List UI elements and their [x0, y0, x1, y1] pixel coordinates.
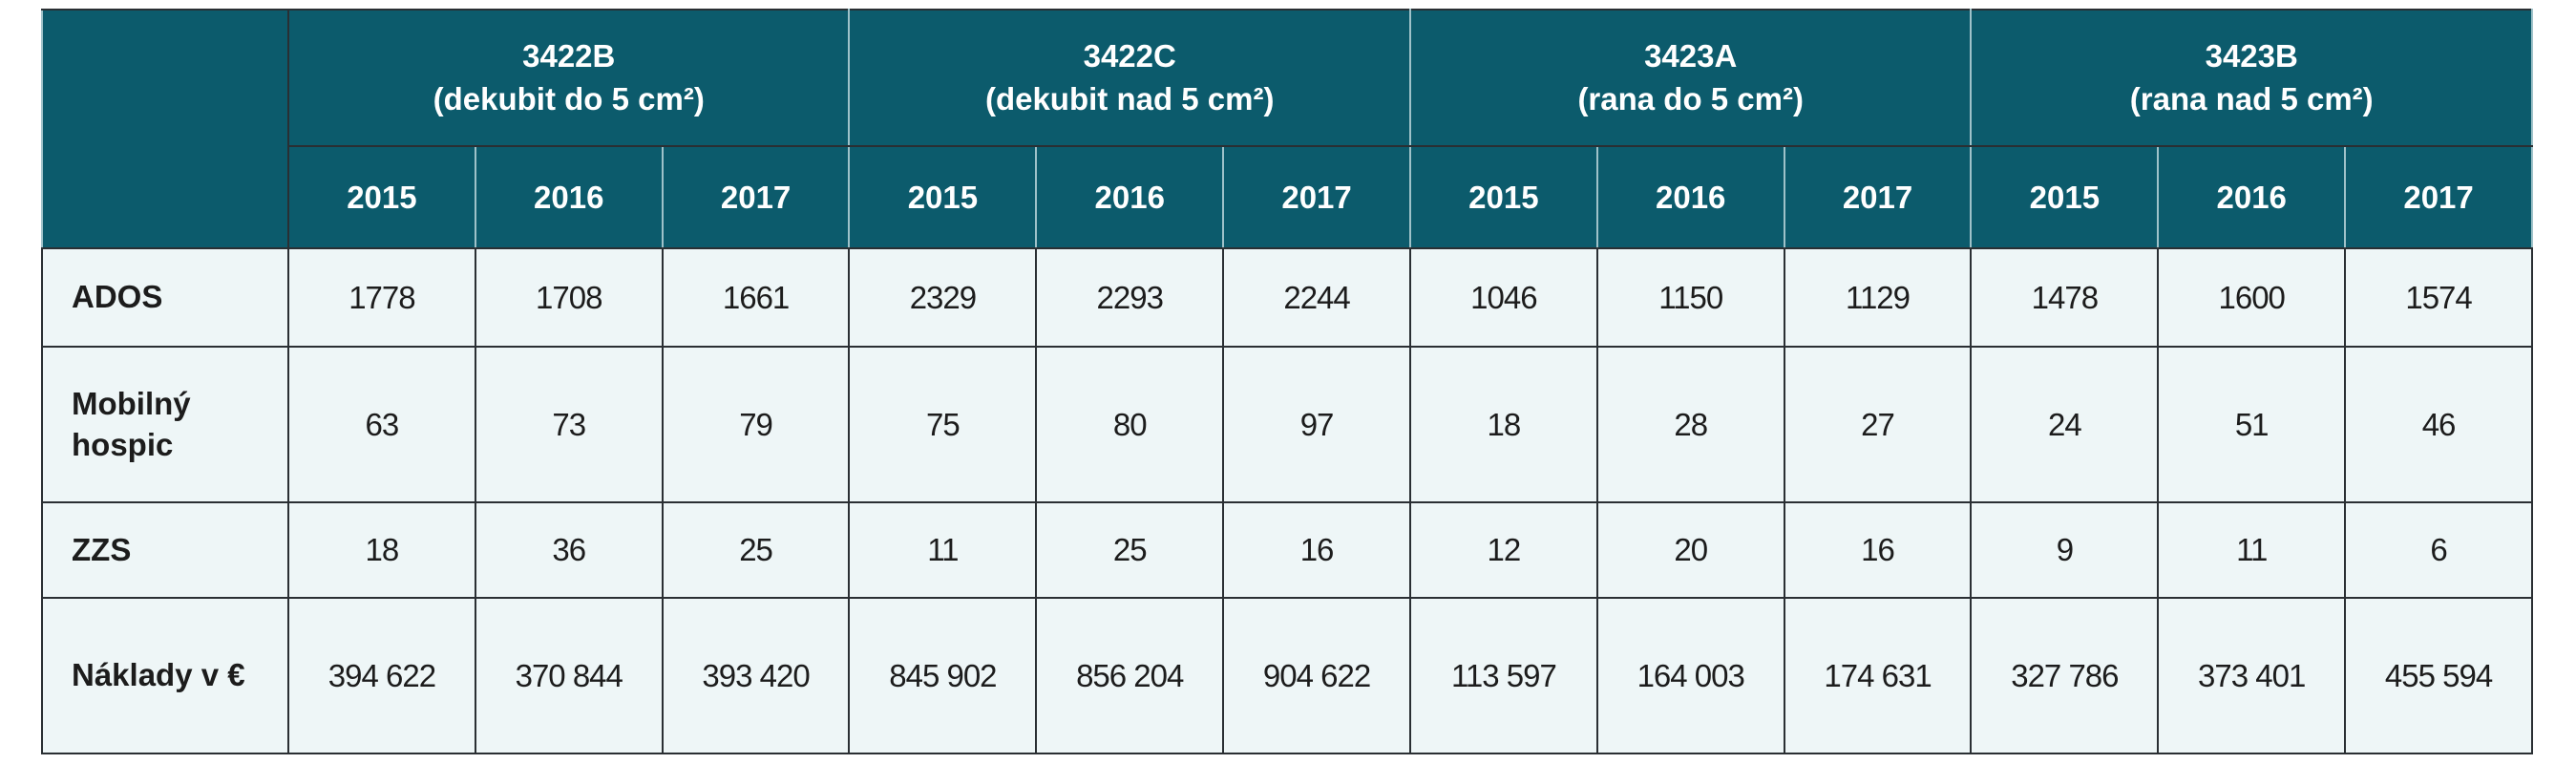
- group-code: 3422B: [522, 37, 616, 74]
- cell: 18: [1408, 346, 1598, 503]
- year-row: 2015 2016 2017 2015 2016 2017 2015 2016 2017 2015…: [42, 145, 2533, 249]
- cell: 11: [848, 501, 1038, 599]
- cell: 20: [1595, 501, 1785, 599]
- cell: 97: [1222, 346, 1411, 503]
- cell: 2329: [848, 247, 1038, 348]
- data-row: Mobilný hospic 63 73 79 75 80 97 18 28 27 24 51 46: [41, 346, 2533, 503]
- row-label: Náklady v €: [41, 597, 289, 754]
- cell: 174 631: [1783, 597, 1973, 754]
- cell: 1129: [1783, 247, 1973, 348]
- year-header: 2017: [661, 145, 851, 249]
- cell: 455 594: [2344, 597, 2533, 754]
- cell: 1708: [474, 247, 664, 348]
- cell: 73: [474, 346, 664, 503]
- corner-cell: [41, 9, 289, 249]
- data-row: ZZS 18 36 25 11 25 16 12 20 16 9 11 6: [41, 501, 2533, 599]
- table-body: ADOS 1778 1708 1661 2329 2293 2244 1046 1150 1129…: [41, 247, 2533, 754]
- year-header: 2015: [1970, 145, 2160, 249]
- cell: 25: [661, 501, 851, 599]
- cell: 904 622: [1222, 597, 1411, 754]
- cell: 845 902: [848, 597, 1038, 754]
- cell: 2244: [1222, 247, 1411, 348]
- cell: 36: [474, 501, 664, 599]
- year-header: 2017: [2344, 145, 2533, 249]
- group-code: 3423B: [2205, 37, 2298, 74]
- cell: 11: [2157, 501, 2347, 599]
- cell: 1661: [661, 247, 851, 348]
- row-label: ZZS: [41, 501, 289, 599]
- cell: 856 204: [1035, 597, 1225, 754]
- cell: 370 844: [474, 597, 664, 754]
- data-table: 3422B (dekubit do 5 cm²) 3422C (dekubit nad…: [41, 9, 2533, 754]
- cell: 27: [1783, 346, 1973, 503]
- cell: 51: [2157, 346, 2347, 503]
- year-header: 2016: [2157, 145, 2347, 249]
- year-header: 2016: [474, 145, 664, 249]
- year-header: 2015: [1408, 145, 1598, 249]
- group-desc: (rana nad 5 cm²): [2129, 80, 2374, 117]
- cell: 75: [848, 346, 1038, 503]
- cell: 113 597: [1408, 597, 1598, 754]
- data-row: ADOS 1778 1708 1661 2329 2293 2244 1046 1150 1129…: [41, 247, 2533, 348]
- cell: 80: [1035, 346, 1225, 503]
- cell: 18: [287, 501, 476, 599]
- cell: 394 622: [287, 597, 476, 754]
- group-header: 3423A (rana do 5 cm²): [1408, 9, 1973, 147]
- group-header: 3423B (rana nad 5 cm²): [1970, 9, 2533, 147]
- cell: 1478: [1970, 247, 2160, 348]
- cell: 12: [1408, 501, 1598, 599]
- cell: 16: [1783, 501, 1973, 599]
- cell: 24: [1970, 346, 2160, 503]
- year-header: 2017: [1222, 145, 1411, 249]
- group-header: 3422B (dekubit do 5 cm²): [286, 9, 851, 147]
- cell: 25: [1035, 501, 1225, 599]
- cell: 393 420: [661, 597, 851, 754]
- row-label: ADOS: [41, 247, 289, 348]
- group-header: 3422C (dekubit nad 5 cm²): [848, 9, 1411, 147]
- year-header: 2015: [287, 145, 476, 249]
- cell: 46: [2344, 346, 2533, 503]
- header-row: 3422B (dekubit do 5 cm²) 3422C (dekubit nad…: [41, 9, 2533, 249]
- group-code: 3423A: [1644, 37, 1738, 74]
- cell: 9: [1970, 501, 2160, 599]
- group-desc: (dekubit nad 5 cm²): [984, 80, 1275, 117]
- cell: 79: [661, 346, 851, 503]
- cell: 164 003: [1595, 597, 1785, 754]
- cell: 1574: [2344, 247, 2533, 348]
- year-header: 2017: [1783, 145, 1973, 249]
- cell: 28: [1595, 346, 1785, 503]
- group-desc: (rana do 5 cm²): [1577, 80, 1804, 117]
- row-label: Mobilný hospic: [41, 346, 289, 503]
- year-header: 2015: [848, 145, 1038, 249]
- cell: 1150: [1595, 247, 1785, 348]
- cell: 1600: [2157, 247, 2347, 348]
- cell: 1046: [1408, 247, 1598, 348]
- cell: 6: [2344, 501, 2533, 599]
- cell: 327 786: [1970, 597, 2160, 754]
- group-code: 3422C: [1083, 37, 1176, 74]
- cell: 63: [287, 346, 476, 503]
- cell: 16: [1222, 501, 1411, 599]
- group-desc: (dekubit do 5 cm²): [433, 80, 705, 117]
- year-header: 2016: [1035, 145, 1225, 249]
- cell: 2293: [1035, 247, 1225, 348]
- year-header: 2016: [1595, 145, 1785, 249]
- table-container: 3422B (dekubit do 5 cm²) 3422C (dekubit nad…: [41, 9, 2533, 754]
- cell: 1778: [287, 247, 476, 348]
- cell: 373 401: [2157, 597, 2347, 754]
- data-row: Náklady v €394 622 370 844 393 420 845 902 8…: [41, 597, 2533, 754]
